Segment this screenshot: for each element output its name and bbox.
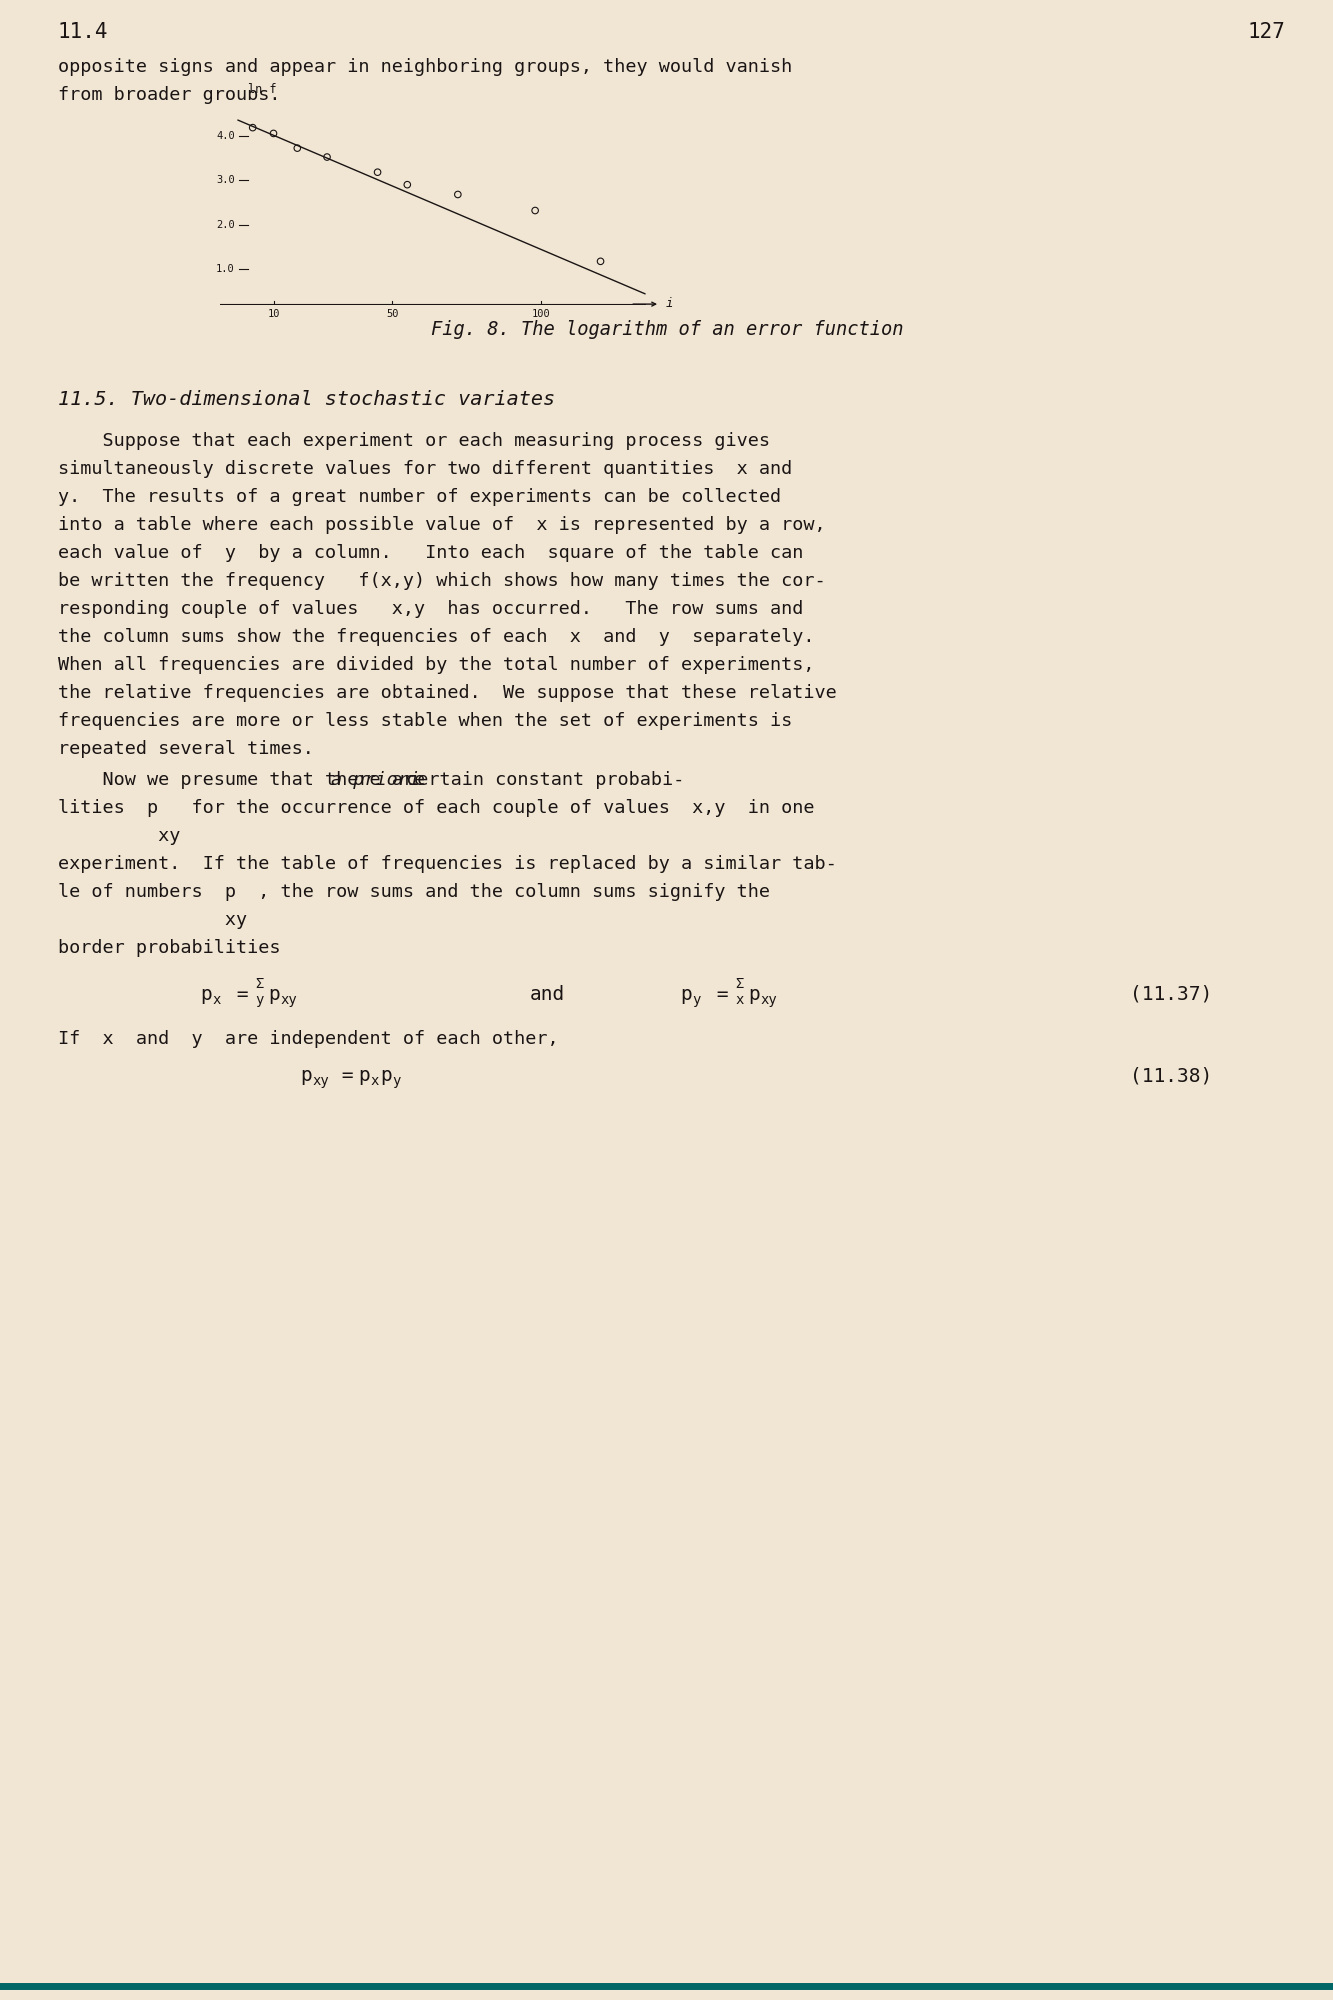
Text: p: p (680, 984, 692, 1004)
Text: 11.5. Two-dimensional stochastic variates: 11.5. Two-dimensional stochastic variate… (59, 390, 555, 410)
Text: y: y (255, 992, 264, 1008)
Text: 100: 100 (532, 310, 551, 320)
Text: repeated several times.: repeated several times. (59, 740, 313, 758)
Point (316, 142, 337, 174)
Text: 2.0: 2.0 (216, 220, 235, 230)
Text: i: i (666, 296, 673, 310)
Point (447, 178, 468, 210)
Text: the column sums show the frequencies of each  x  and  y  separately.: the column sums show the frequencies of … (59, 628, 814, 646)
Text: 10: 10 (267, 310, 280, 320)
Text: p: p (359, 1066, 369, 1084)
Text: (11.38): (11.38) (1130, 1066, 1212, 1084)
Text: certain constant probabi-: certain constant probabi- (395, 770, 684, 788)
Text: from broader groups.: from broader groups. (59, 86, 280, 104)
Text: 11.4: 11.4 (59, 22, 108, 42)
Text: xy: xy (59, 828, 180, 844)
Text: xy: xy (312, 1074, 329, 1088)
Point (397, 168, 419, 200)
Point (243, 112, 264, 144)
Text: p: p (200, 984, 212, 1004)
Text: If  x  and  y  are independent of each other,: If x and y are independent of each other… (59, 1030, 559, 1048)
Text: 1.0: 1.0 (216, 264, 235, 274)
Text: x: x (734, 992, 744, 1008)
Text: =: = (331, 1066, 353, 1084)
Text: Σ: Σ (255, 976, 264, 990)
Point (524, 194, 545, 226)
Text: experiment.  If the table of frequencies is replaced by a similar tab-: experiment. If the table of frequencies … (59, 856, 837, 872)
Text: xy: xy (59, 912, 247, 928)
Text: the relative frequencies are obtained.  We suppose that these relative: the relative frequencies are obtained. W… (59, 684, 837, 702)
Text: and: and (531, 984, 565, 1004)
Text: ln f: ln f (248, 84, 277, 96)
Text: 3.0: 3.0 (216, 176, 235, 186)
Text: le of numbers  p  , the row sums and the column sums signify the: le of numbers p , the row sums and the c… (59, 884, 770, 900)
Text: each value of  y  by a column.   Into each  square of the table can: each value of y by a column. Into each s… (59, 544, 804, 562)
Text: (11.37): (11.37) (1130, 984, 1212, 1004)
Point (263, 118, 284, 150)
Text: lities  p   for the occurrence of each couple of values  x,y  in one: lities p for the occurrence of each coup… (59, 798, 814, 816)
Point (367, 156, 388, 188)
Text: Σ: Σ (734, 976, 744, 990)
Text: p: p (380, 1066, 392, 1084)
Text: responding couple of values   x,y  has occurred.   The row sums and: responding couple of values x,y has occu… (59, 600, 804, 618)
Text: y: y (392, 1074, 400, 1088)
Point (591, 246, 612, 278)
Text: xy: xy (760, 992, 777, 1008)
Text: =: = (705, 984, 729, 1004)
Text: into a table where each possible value of  x is represented by a row,: into a table where each possible value o… (59, 516, 825, 534)
Text: frequencies are more or less stable when the set of experiments is: frequencies are more or less stable when… (59, 712, 792, 730)
Text: a priori: a priori (331, 770, 420, 788)
Text: =: = (225, 984, 248, 1004)
Text: x: x (371, 1074, 379, 1088)
Text: p: p (268, 984, 280, 1004)
Text: Fig. 8. The logarithm of an error function: Fig. 8. The logarithm of an error functi… (431, 320, 904, 338)
Text: p: p (300, 1066, 312, 1084)
Text: 4.0: 4.0 (216, 130, 235, 140)
Text: 50: 50 (387, 310, 399, 320)
Text: When all frequencies are divided by the total number of experiments,: When all frequencies are divided by the … (59, 656, 814, 674)
Text: opposite signs and appear in neighboring groups, they would vanish: opposite signs and appear in neighboring… (59, 58, 792, 76)
Text: y.  The results of a great number of experiments can be collected: y. The results of a great number of expe… (59, 488, 781, 506)
Text: simultaneously discrete values for two different quantities  x and: simultaneously discrete values for two d… (59, 460, 792, 478)
Text: y: y (692, 992, 700, 1008)
Text: Now we presume that there are: Now we presume that there are (59, 770, 436, 788)
Text: Suppose that each experiment or each measuring process gives: Suppose that each experiment or each mea… (59, 432, 770, 450)
Text: xy: xy (280, 992, 297, 1008)
Text: border probabilities: border probabilities (59, 940, 280, 958)
Text: x: x (212, 992, 220, 1008)
Text: be written the frequency   f(x,y) which shows how many times the cor-: be written the frequency f(x,y) which sh… (59, 572, 825, 590)
Text: 127: 127 (1248, 22, 1285, 42)
Text: p: p (748, 984, 760, 1004)
Point (287, 132, 308, 164)
